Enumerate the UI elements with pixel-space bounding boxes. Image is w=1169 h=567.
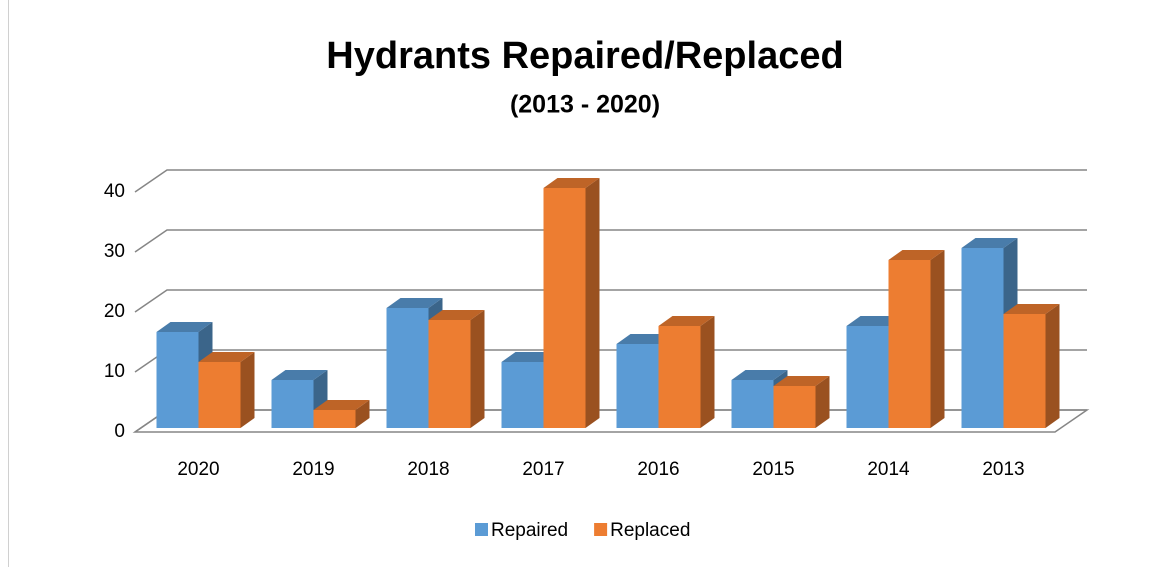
bar [543,188,586,428]
bar [428,320,471,428]
legend-swatch [594,523,608,536]
y-tick-label: 20 [104,301,125,322]
bar [961,248,1004,428]
x-tick-label: 2018 [407,459,449,480]
y-tick-label: 30 [104,241,125,262]
bar-side [355,400,370,428]
grid-line [134,229,1087,253]
legend-label: Repaired [491,520,568,541]
bar-side [815,376,830,428]
bar-side [240,352,255,428]
bar [731,380,774,428]
bar-side [470,310,485,428]
bar-top [271,370,328,380]
x-tick-label: 2016 [637,459,679,480]
bar-side [585,178,600,428]
bar [198,362,241,428]
bar [271,380,314,428]
x-tick-label: 2013 [982,459,1024,480]
bar-top [961,238,1018,248]
x-tick-label: 2019 [292,459,334,480]
bar [616,344,659,428]
bar-top [156,322,213,332]
x-tick-label: 2015 [752,459,794,480]
bar-top [313,400,370,410]
bar [156,332,199,428]
bar-top [731,370,788,380]
bar [658,326,701,428]
bar-top [198,352,255,362]
x-tick-label: 2014 [867,459,910,480]
bar-top [543,178,600,188]
x-tick-label: 2020 [177,459,219,480]
bar [846,326,889,428]
chart-border [8,0,9,567]
bar-top [386,298,443,308]
legend-label: Replaced [610,520,690,541]
bar [386,308,429,428]
legend-swatch [475,523,488,536]
bar [773,386,816,428]
chart-title: Hydrants Repaired/Replaced [326,35,843,77]
bar-top [773,376,830,386]
grid-line [134,169,1087,193]
bar-side [1045,304,1060,428]
y-tick-label: 10 [104,361,125,382]
bar [1003,314,1046,428]
chart-subtitle: (2013 - 2020) [510,91,660,119]
bar-top [428,310,485,320]
bar [313,410,356,428]
bar [888,260,931,428]
y-tick-label: 40 [104,181,125,202]
bar-side [700,316,715,428]
grid-line [134,289,1087,313]
bar-top [658,316,715,326]
bar-top [1003,304,1060,314]
y-tick-label: 0 [114,421,125,442]
x-tick-label: 2017 [522,459,564,480]
bar [501,362,544,428]
bar-top [888,250,945,260]
bar-side [930,250,945,428]
